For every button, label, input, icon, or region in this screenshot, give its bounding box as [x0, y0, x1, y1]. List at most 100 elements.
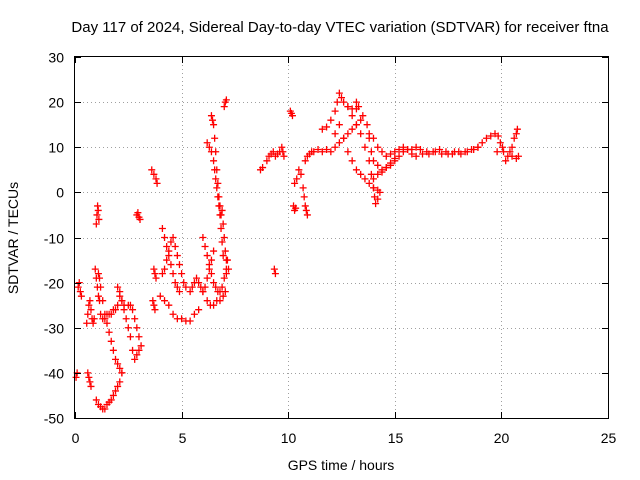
data-point	[124, 324, 132, 332]
data-point	[212, 175, 220, 183]
data-point	[203, 139, 211, 147]
data-point	[135, 333, 143, 341]
data-series-arc-j	[156, 288, 207, 325]
data-point	[506, 148, 514, 156]
data-point	[195, 306, 203, 314]
x-tick-label: 0	[72, 430, 80, 446]
data-series-arc-ee	[474, 130, 508, 156]
data-point	[158, 270, 166, 278]
data-point	[199, 234, 207, 241]
data-point	[152, 175, 160, 183]
data-point	[169, 270, 177, 278]
data-point	[335, 139, 343, 147]
data-point	[357, 170, 365, 178]
data-point	[85, 301, 93, 309]
data-point	[444, 150, 452, 158]
data-point	[221, 247, 229, 255]
data-point	[156, 292, 164, 300]
data-point	[513, 125, 521, 133]
data-point	[278, 143, 286, 151]
data-series-arc-n	[199, 234, 230, 296]
data-point	[149, 297, 157, 305]
data-point	[291, 179, 299, 187]
data-point	[419, 150, 427, 158]
data-point	[105, 328, 113, 336]
data-point	[457, 150, 465, 158]
data-point	[93, 211, 101, 219]
data-point	[84, 310, 92, 318]
data-point	[84, 369, 92, 377]
data-point	[361, 143, 369, 151]
data-point	[112, 306, 120, 314]
data-point	[292, 204, 300, 212]
data-point	[150, 265, 158, 273]
data-point	[178, 270, 186, 278]
data-point	[369, 184, 377, 192]
data-point	[327, 148, 335, 156]
data-point	[109, 346, 117, 354]
data-point	[218, 206, 226, 214]
data-point	[97, 283, 105, 291]
data-point	[408, 150, 416, 158]
data-point	[193, 274, 201, 282]
data-point	[216, 297, 224, 305]
data-point	[211, 134, 219, 142]
data-point	[152, 274, 160, 282]
data-point	[118, 369, 126, 377]
data-point	[109, 391, 117, 399]
data-point	[487, 132, 495, 140]
data-point	[323, 123, 331, 131]
data-series-arc-p	[203, 139, 227, 260]
data-point	[107, 337, 115, 345]
data-point	[378, 168, 386, 176]
data-series-arc-bb	[365, 130, 416, 160]
y-tick-label: 30	[48, 50, 64, 66]
data-point	[295, 166, 303, 174]
data-point	[135, 346, 143, 354]
data-point	[367, 148, 375, 156]
data-point	[210, 157, 218, 165]
data-point	[190, 310, 198, 318]
y-axis-label: SDTVAR / TECUs	[5, 182, 21, 294]
data-point	[474, 143, 482, 151]
data-point	[169, 234, 177, 241]
data-point	[99, 297, 107, 305]
data-point	[498, 143, 506, 151]
data-point	[94, 270, 102, 278]
data-point	[101, 405, 109, 413]
data-series-arc-l	[158, 234, 190, 291]
data-point	[94, 292, 102, 300]
data-point	[201, 283, 209, 291]
data-point	[512, 155, 520, 163]
data-point	[107, 396, 115, 404]
y-tick-label: -30	[44, 321, 64, 337]
data-point	[173, 283, 181, 291]
data-point	[203, 297, 211, 305]
data-point	[161, 297, 169, 305]
data-point	[161, 234, 169, 241]
data-point	[87, 306, 95, 314]
y-tick-label: -50	[44, 411, 64, 427]
data-point	[450, 148, 458, 156]
data-point	[150, 301, 158, 309]
data-point	[178, 315, 186, 323]
data-point	[114, 283, 122, 291]
grid	[75, 57, 608, 418]
data-point	[335, 89, 343, 97]
data-point	[352, 166, 360, 174]
data-point	[175, 288, 183, 296]
data-point	[203, 252, 211, 260]
data-point	[303, 211, 311, 219]
data-point	[203, 274, 211, 282]
data-point	[188, 283, 196, 291]
data-point	[207, 256, 215, 264]
data-point	[220, 103, 228, 111]
data-point	[340, 98, 348, 106]
data-point	[357, 116, 365, 124]
data-point	[219, 220, 227, 228]
data-point	[114, 301, 122, 309]
data-point	[318, 148, 326, 156]
data-point	[114, 360, 122, 368]
y-tick-label: 10	[48, 140, 64, 156]
data-point	[94, 206, 102, 214]
